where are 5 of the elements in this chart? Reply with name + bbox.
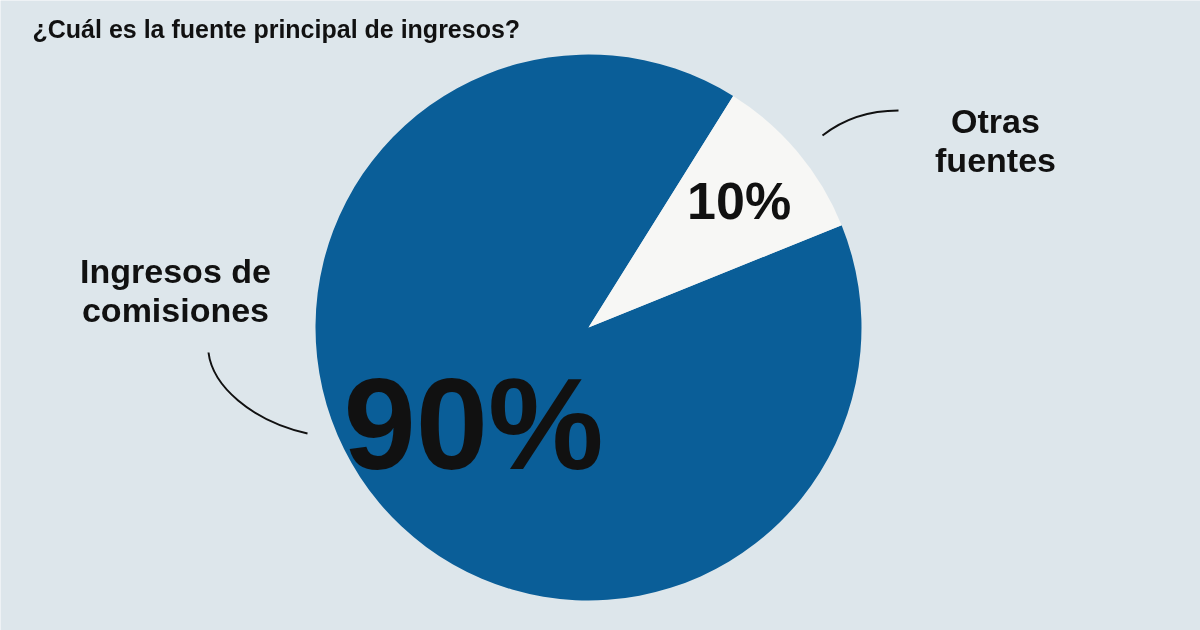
chart-title: ¿Cuál es la fuente principal de ingresos? (32, 14, 521, 43)
slice-label: Otras fuentes (935, 101, 1056, 180)
slice-label: Ingresos de comisiones (80, 251, 271, 330)
data-label: 90% (343, 351, 604, 498)
data-label: 10% (687, 172, 792, 231)
